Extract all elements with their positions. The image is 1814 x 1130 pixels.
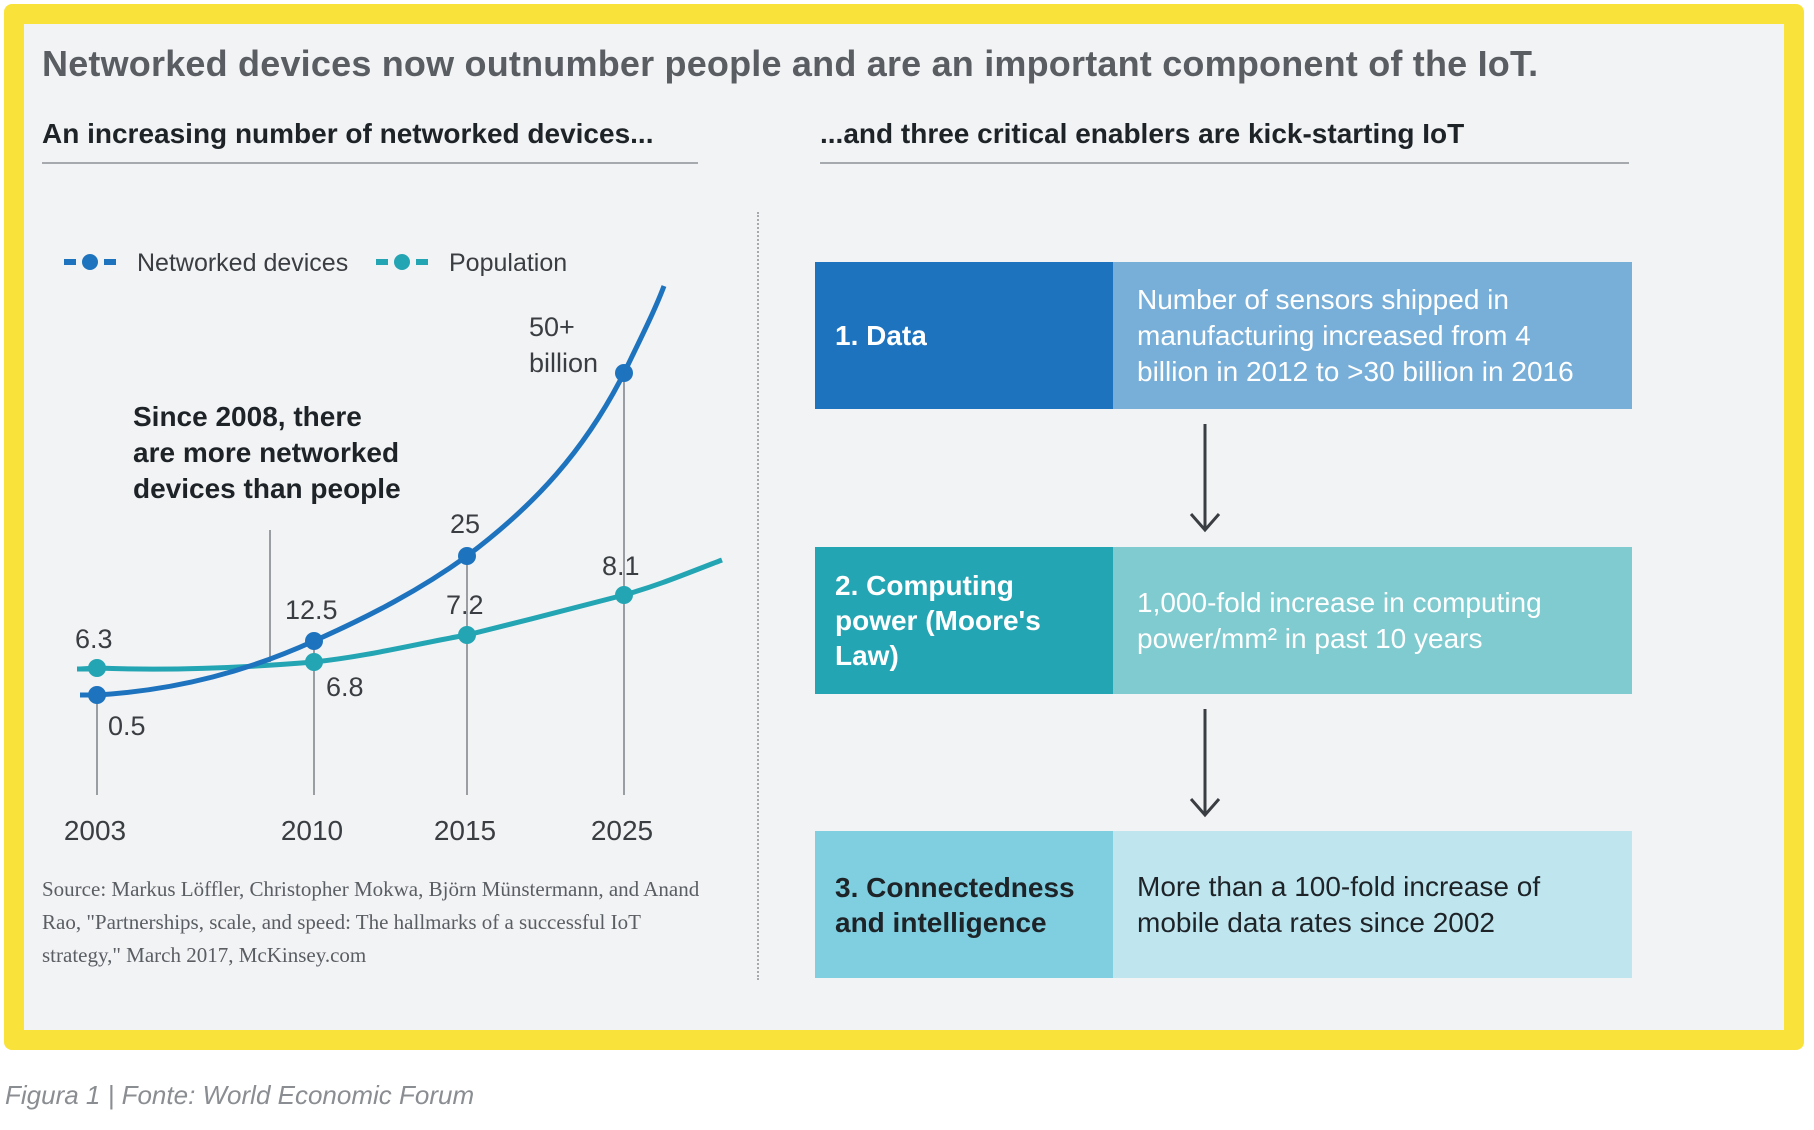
- x-tick-label-2010: 2010: [281, 815, 343, 846]
- x-tick-label-2003: 2003: [64, 815, 126, 846]
- value-label-devices-2025-bottom: billion: [529, 348, 598, 378]
- x-tick-label-2025: 2025: [591, 815, 653, 846]
- figure-caption: Figura 1 | Fonte: World Economic Forum: [5, 1080, 475, 1110]
- point-devices-2025: [615, 364, 633, 382]
- value-label-population-2010: 6.8: [326, 672, 364, 702]
- enabler-row-data: 1. Data Number of sensors shipped in man…: [815, 262, 1632, 409]
- left-subtitle: An increasing number of networked device…: [42, 118, 698, 164]
- infographic-title: Networked devices now outnumber people a…: [42, 43, 1539, 84]
- legend-label-population: Population: [449, 249, 567, 277]
- x-tick-label-2015: 2015: [434, 815, 496, 846]
- population-line: [79, 557, 723, 672]
- enabler-label: 3. Connectedness and intelligence: [815, 831, 1113, 978]
- chart-annotation-line-1: Since 2008, there: [133, 401, 362, 432]
- source-note: Source: Markus Löffler, Christopher Mokw…: [42, 877, 700, 967]
- enabler-description: More than a 100-fold increase of mobile …: [1113, 831, 1632, 978]
- value-label-population-2015: 7.2: [446, 590, 484, 620]
- legend-dot-devices: [82, 254, 98, 270]
- legend: Networked devices Population: [64, 249, 567, 277]
- enabler-label: 1. Data: [815, 262, 1113, 409]
- point-devices-2010: [305, 632, 323, 650]
- enabler-row-computing-power: 2. Computing power (Moore's Law) 1,000-f…: [815, 547, 1632, 694]
- legend-dot-population: [394, 254, 410, 270]
- legend-label-devices: Networked devices: [137, 249, 348, 277]
- point-population-2003: [88, 659, 106, 677]
- enabler-row-connectedness: 3. Connectedness and intelligence More t…: [815, 831, 1632, 978]
- value-label-population-2003: 6.3: [75, 624, 113, 654]
- value-label-devices-2003: 0.5: [108, 711, 146, 741]
- arrow-down-icon: [1189, 424, 1221, 533]
- point-population-2010: [305, 653, 323, 671]
- enabler-description: Number of sensors shipped in manufacturi…: [1113, 262, 1632, 409]
- chart-annotation-line-3: devices than people: [133, 473, 401, 504]
- value-label-devices-2010: 12.5: [285, 595, 338, 625]
- enabler-label: 2. Computing power (Moore's Law): [815, 547, 1113, 694]
- value-label-devices-2015: 25: [450, 509, 480, 539]
- section-divider: [757, 212, 759, 980]
- chart-annotation-line-2: are more networked: [133, 437, 399, 468]
- point-devices-2003: [88, 686, 106, 704]
- value-label-population-2025: 8.1: [602, 551, 640, 581]
- point-population-2015: [458, 626, 476, 644]
- point-population-2025: [615, 586, 633, 604]
- value-label-devices-2025-top: 50+: [529, 312, 575, 342]
- right-subtitle: ...and three critical enablers are kick-…: [820, 118, 1629, 164]
- arrow-down-icon: [1189, 709, 1221, 818]
- point-devices-2015: [458, 547, 476, 565]
- enabler-description: 1,000-fold increase in computing power/m…: [1113, 547, 1632, 694]
